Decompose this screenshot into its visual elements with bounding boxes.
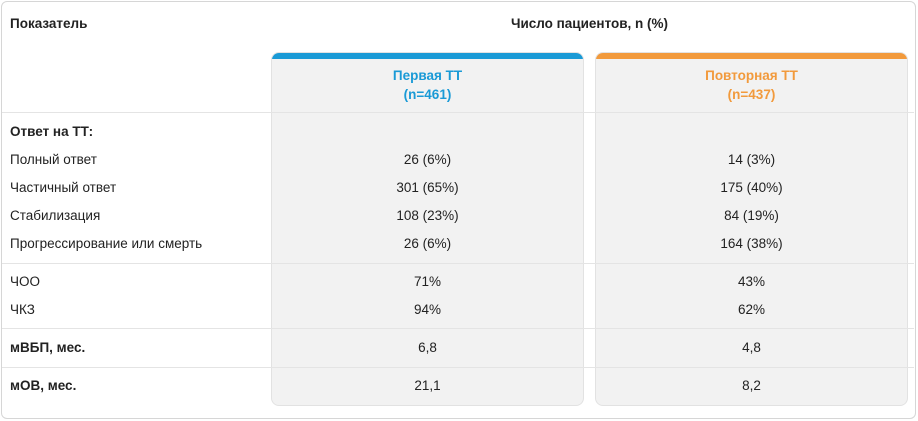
repeat-tt-value: 8,2: [742, 378, 761, 393]
table-row: ЧКЗ 94% 62%: [0, 300, 918, 320]
divider: [2, 328, 914, 329]
row-label: Частичный ответ: [10, 180, 117, 195]
repeat-tt-value: 43%: [737, 274, 766, 289]
repeat-tt-value: 14 (3%): [727, 152, 776, 167]
repeat-tt-value: 62%: [737, 302, 766, 317]
repeat-tt-column-panel: [595, 52, 908, 406]
repeat-tt-header: Повторная ТТ (n=437): [595, 66, 908, 104]
table-row: Полный ответ 26 (6%) 14 (3%): [0, 150, 918, 170]
first-tt-value: 108 (23%): [396, 208, 459, 223]
first-tt-value: 71%: [413, 274, 442, 289]
row-label: мОВ, мес.: [10, 378, 77, 393]
first-tt-value: 94%: [413, 302, 442, 317]
repeat-tt-value: 4,8: [742, 340, 761, 355]
indicator-header: Показатель: [10, 16, 88, 31]
first-tt-column-panel: [271, 52, 584, 406]
repeat-tt-accent-bar: [596, 53, 907, 59]
divider: [2, 263, 914, 264]
first-tt-value: 21,1: [414, 378, 441, 393]
repeat-tt-count: (n=437): [727, 87, 776, 102]
patients-header: Число пациентов, n (%): [510, 16, 669, 31]
section-title: Ответ на ТТ:: [10, 124, 94, 139]
first-tt-value: 301 (65%): [396, 180, 459, 195]
table-row: ЧОО 71% 43%: [0, 272, 918, 292]
first-tt-name: Первая ТТ: [392, 68, 463, 83]
first-tt-value: 26 (6%): [403, 236, 452, 251]
repeat-tt-value: 175 (40%): [720, 180, 783, 195]
row-label: Полный ответ: [10, 152, 97, 167]
first-tt-header: Первая ТТ (n=461): [271, 66, 584, 104]
repeat-tt-name: Повторная ТТ: [705, 68, 798, 83]
first-tt-value: 26 (6%): [403, 152, 452, 167]
first-tt-accent-bar: [272, 53, 583, 59]
row-label: ЧКЗ: [10, 302, 35, 317]
divider: [2, 112, 914, 113]
table-row: Прогрессирование или смерть 26 (6%) 164 …: [0, 234, 918, 254]
row-label: ЧОО: [10, 274, 40, 289]
divider: [2, 367, 914, 368]
row-label: Прогрессирование или смерть: [10, 236, 203, 251]
repeat-tt-value: 164 (38%): [720, 236, 783, 251]
repeat-tt-value: 84 (19%): [724, 208, 779, 223]
table-row: Стабилизация 108 (23%) 84 (19%): [0, 206, 918, 226]
table-row: Ответ на ТТ:: [0, 122, 918, 142]
first-tt-value: 6,8: [418, 340, 437, 355]
row-label: мВБП, мес.: [10, 340, 86, 355]
first-tt-count: (n=461): [403, 87, 452, 102]
table-row: мВБП, мес. 6,8 4,8: [0, 338, 918, 358]
row-label: Стабилизация: [10, 208, 101, 223]
table-row: Частичный ответ 301 (65%) 175 (40%): [0, 178, 918, 198]
table-row: мОВ, мес. 21,1 8,2: [0, 376, 918, 396]
